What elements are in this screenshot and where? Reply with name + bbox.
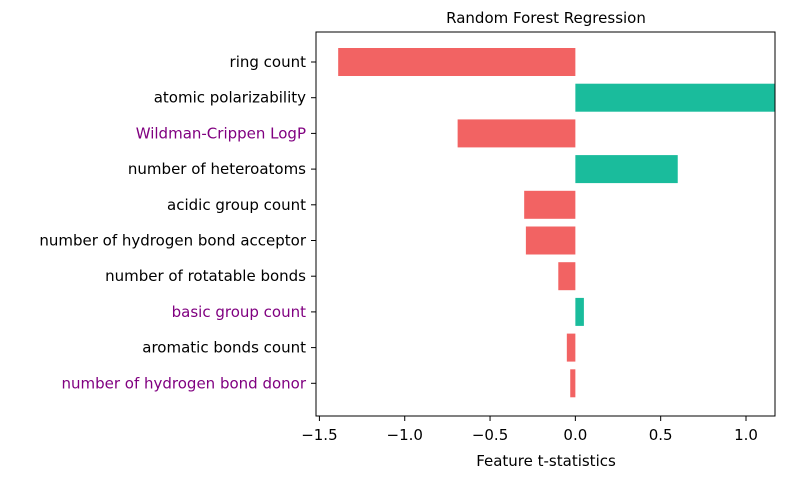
- chart-title: Random Forest Regression: [446, 9, 646, 27]
- x-tick-label: 0.5: [649, 426, 673, 444]
- y-tick-label: number of heteroatoms: [128, 160, 306, 178]
- x-tick-label: 1.0: [734, 426, 758, 444]
- y-tick-label: aromatic bonds count: [142, 339, 306, 357]
- bars-group: [338, 48, 775, 398]
- bar: [338, 48, 576, 76]
- y-tick-label: ring count: [230, 53, 307, 71]
- plot-frame: [315, 31, 776, 417]
- x-tick-label: 0.0: [563, 426, 587, 444]
- x-axis-label: Feature t-statistics: [476, 452, 616, 470]
- y-tick-label: number of rotatable bonds: [105, 267, 306, 285]
- bar: [575, 297, 584, 326]
- y-tick-label: number of hydrogen bond donor: [61, 374, 306, 392]
- x-tick-label: −0.5: [472, 426, 508, 444]
- y-tick-label: acidic group count: [167, 196, 306, 214]
- x-tick-label: −1.0: [387, 426, 423, 444]
- bar: [524, 190, 576, 219]
- bar: [525, 226, 576, 255]
- x-ticks: −1.5 −1.0 −0.5 0.0 0.5 1.0: [301, 416, 758, 444]
- y-tick-label: atomic polarizability: [154, 89, 306, 107]
- bar: [558, 262, 576, 291]
- bar: [575, 155, 678, 184]
- x-tick-label: −1.5: [301, 426, 337, 444]
- bar: [570, 369, 576, 398]
- bar: [457, 119, 576, 148]
- y-tick-label: number of hydrogen bond acceptor: [39, 232, 306, 250]
- y-tick-label: basic group count: [172, 303, 306, 321]
- y-tick-label: Wildman-Crippen LogP: [136, 124, 306, 142]
- y-tick-labels: ring count atomic polarizability Wildman-C…: [39, 53, 316, 392]
- bar: [575, 83, 775, 112]
- bar: [566, 333, 576, 362]
